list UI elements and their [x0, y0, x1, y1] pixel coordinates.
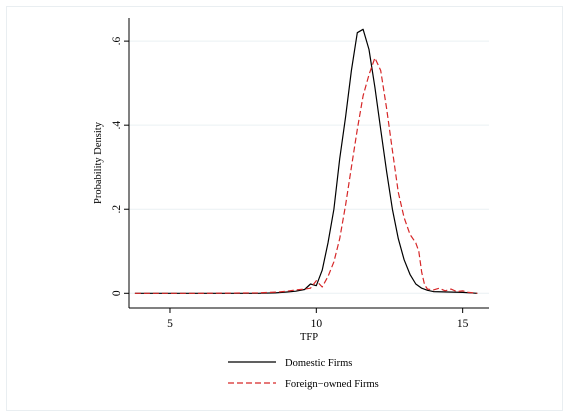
- series-lines: [134, 28, 478, 294]
- y-tick-label: .4: [111, 121, 123, 130]
- tick-labels: 0 .2 .4 .6 5 10 15: [111, 37, 469, 330]
- series-line-foreign: [134, 57, 478, 294]
- x-axis-title: TFP: [300, 332, 318, 343]
- x-tick-label: 5: [167, 318, 173, 330]
- series-line-domestic: [134, 28, 478, 294]
- axes: [128, 18, 489, 309]
- legend-label-foreign: Foreign−owned Firms: [285, 379, 379, 390]
- legend: Domestic Firms Foreign−owned Firms: [228, 358, 379, 390]
- chart-frame: [6, 6, 563, 411]
- x-tick-label: 10: [311, 318, 323, 330]
- x-tick-label: 15: [457, 318, 469, 330]
- y-tick-label: 0: [111, 290, 123, 296]
- legend-label-domestic: Domestic Firms: [285, 358, 352, 369]
- gridlines: [129, 40, 489, 294]
- y-axis-title: Probability Density: [93, 121, 104, 204]
- y-tick-label: .6: [111, 37, 123, 46]
- y-tick-label: .2: [111, 205, 123, 214]
